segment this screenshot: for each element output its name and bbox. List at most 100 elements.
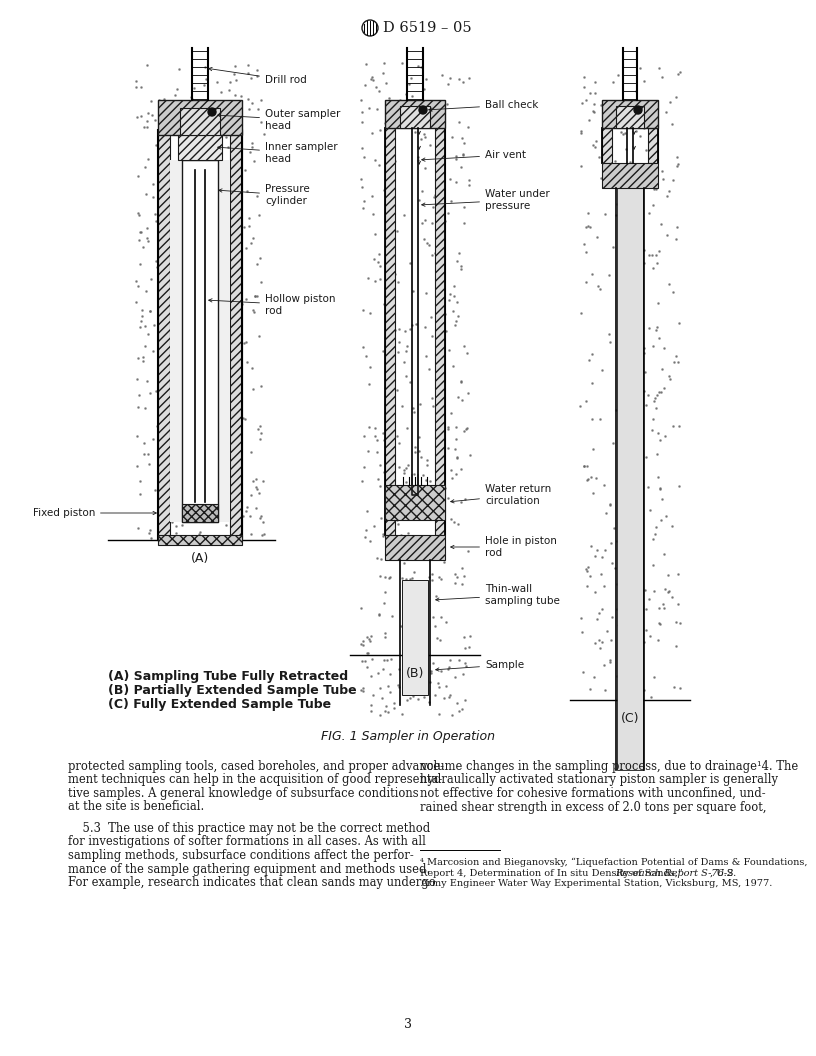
Point <box>463 447 477 464</box>
Point <box>410 316 423 333</box>
Point <box>452 244 465 261</box>
Point <box>434 570 447 587</box>
Point <box>643 502 656 518</box>
Bar <box>158 100 242 135</box>
Point <box>623 345 636 362</box>
Point <box>373 606 386 623</box>
Point <box>247 303 260 320</box>
Point <box>582 470 595 487</box>
Point <box>591 229 604 246</box>
Point <box>617 210 630 227</box>
Point <box>449 465 462 482</box>
Point <box>195 242 208 259</box>
Point <box>376 528 389 545</box>
Point <box>240 240 253 257</box>
Point <box>433 568 446 585</box>
Point <box>223 82 236 99</box>
Point <box>415 183 428 200</box>
Point <box>245 526 258 543</box>
Point <box>446 128 459 145</box>
Point <box>397 655 410 672</box>
Point <box>366 188 379 205</box>
Point <box>613 610 626 627</box>
Point <box>670 88 683 105</box>
Text: Army Engineer Water Way Experimental Station, Vicksburg, MS, 1977.: Army Engineer Water Way Experimental Sta… <box>420 880 773 888</box>
Point <box>254 92 267 109</box>
Point <box>584 538 597 554</box>
Point <box>398 322 411 339</box>
Point <box>593 148 606 165</box>
Point <box>410 539 424 555</box>
Point <box>399 656 412 673</box>
Point <box>198 124 211 140</box>
Point <box>197 113 211 130</box>
Point <box>406 317 419 334</box>
Point <box>220 444 233 460</box>
Point <box>362 376 375 393</box>
Point <box>641 386 654 403</box>
Point <box>392 660 406 677</box>
Point <box>209 484 222 501</box>
Point <box>195 467 208 484</box>
Point <box>391 676 404 693</box>
Point <box>636 93 649 110</box>
Point <box>217 242 230 259</box>
Point <box>374 456 387 473</box>
Point <box>444 686 457 703</box>
Point <box>632 230 645 247</box>
Point <box>242 209 255 226</box>
Point <box>227 447 240 464</box>
Point <box>670 219 683 235</box>
Point <box>219 122 232 139</box>
Point <box>583 219 596 235</box>
Point <box>399 86 412 102</box>
Point <box>171 440 184 457</box>
Point <box>654 383 667 400</box>
Point <box>386 487 399 504</box>
Point <box>403 320 416 337</box>
Point <box>359 529 372 546</box>
Point <box>131 168 144 185</box>
Point <box>161 402 174 419</box>
Point <box>642 247 655 264</box>
Point <box>254 417 267 434</box>
Point <box>603 334 616 351</box>
Point <box>574 398 587 415</box>
Point <box>645 247 659 264</box>
Bar <box>158 535 242 545</box>
Point <box>425 390 438 407</box>
Point <box>233 506 246 523</box>
Point <box>381 216 394 233</box>
Point <box>619 275 632 291</box>
Point <box>452 652 465 668</box>
Point <box>413 679 426 696</box>
Point <box>149 111 162 128</box>
Point <box>173 60 186 77</box>
Point <box>636 105 649 121</box>
Point <box>172 318 185 335</box>
Point <box>634 59 647 76</box>
Point <box>358 653 371 670</box>
Point <box>578 457 591 474</box>
Point <box>221 138 234 155</box>
Point <box>361 644 375 661</box>
Point <box>395 618 408 635</box>
Point <box>436 67 449 83</box>
Point <box>408 124 421 140</box>
Point <box>388 322 401 339</box>
Bar <box>158 130 170 540</box>
Point <box>629 629 642 646</box>
Point <box>618 92 631 109</box>
Point <box>625 295 638 312</box>
Point <box>197 332 210 348</box>
Point <box>650 322 663 339</box>
Point <box>137 353 150 370</box>
Point <box>645 689 658 705</box>
Point <box>656 170 669 187</box>
Point <box>391 344 404 361</box>
Point <box>615 212 628 229</box>
Point <box>242 100 255 117</box>
Point <box>392 679 406 696</box>
Point <box>242 218 255 234</box>
Point <box>428 245 441 262</box>
